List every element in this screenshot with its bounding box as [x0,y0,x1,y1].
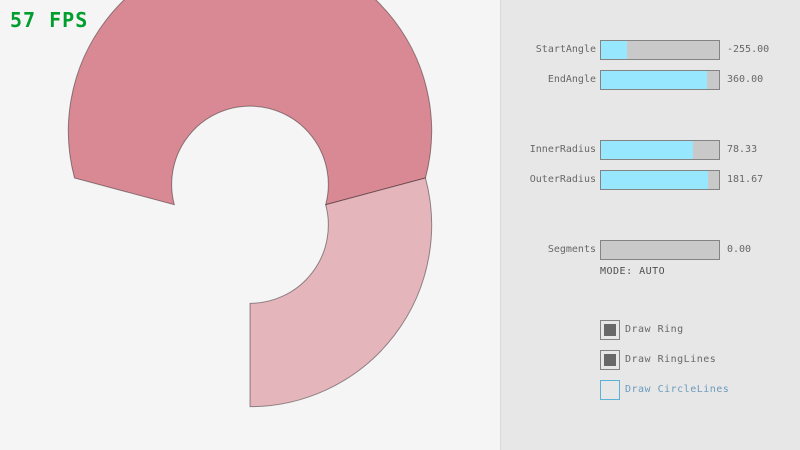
segments-value: 0.00 [727,244,752,255]
end-angle-value: 360.00 [727,74,764,85]
end-angle-slider[interactable] [600,70,720,90]
outer-radius-slider[interactable] [600,170,720,190]
inner-radius-slider[interactable] [600,140,720,160]
slider-label-startangle: StartAngle [535,44,596,55]
slider-label-endangle: EndAngle [547,74,596,85]
draw-circlelines-checkbox[interactable] [600,380,620,400]
slider-fill [601,71,708,89]
slider-label-innerradius: InnerRadius [529,144,596,155]
draw-ring-checkbox-label: Draw Ring [625,324,684,335]
draw-ring-checkbox[interactable] [600,320,620,340]
draw-ringlines-checkbox[interactable] [600,350,620,370]
slider-fill [601,171,709,189]
segments-mode-label: MODE: AUTO [600,266,666,277]
fps-counter: 57 FPS [10,8,89,32]
slider-fill [601,141,694,159]
segments-slider[interactable] [600,240,720,260]
ring-sector-dark [67,0,433,206]
start-angle-value: -255.00 [727,44,770,55]
inner-radius-value: 78.33 [727,144,758,155]
draw-circlelines-checkbox-label: Draw CircleLines [625,384,730,395]
slider-fill [601,41,627,59]
slider-label-segments: Segments [547,244,596,255]
draw-ringlines-checkbox-label: Draw RingLines [625,354,717,365]
ring-sector-light [249,177,433,408]
slider-label-outerradius: OuterRadius [529,174,596,185]
start-angle-slider[interactable] [600,40,720,60]
outer-radius-value: 181.67 [727,174,764,185]
